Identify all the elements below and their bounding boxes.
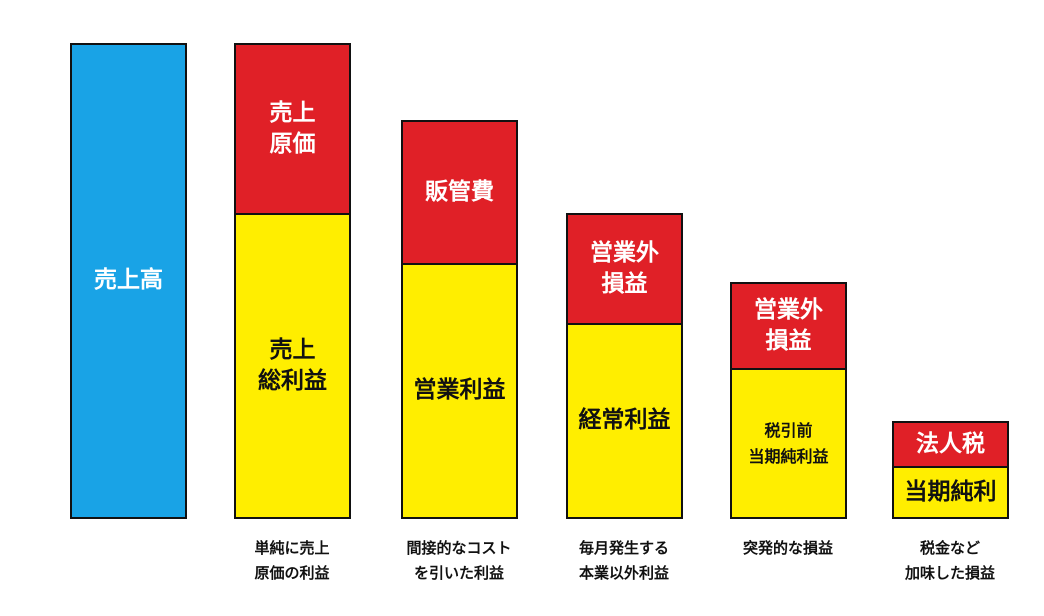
cost-of-sales-block: 売上 原価 bbox=[234, 43, 351, 215]
sga-label: 販管費 bbox=[425, 178, 494, 205]
net-profit-label: 当期純利 bbox=[904, 478, 997, 505]
non-operating-block-2: 営業外 損益 bbox=[730, 282, 847, 370]
operating-profit-block: 営業利益 bbox=[401, 263, 518, 519]
non-operating-block: 営業外 損益 bbox=[566, 213, 683, 325]
gross-profit-block: 売上 総利益 bbox=[234, 213, 351, 519]
operating-profit-label: 営業利益 bbox=[413, 377, 506, 404]
pretax-profit-caption: 突発的な損益 bbox=[742, 539, 833, 557]
revenue-block: 売上高 bbox=[70, 43, 187, 519]
pretax-profit-label: 税引前 当期純利益 bbox=[748, 420, 829, 466]
ordinary-profit-block: 経常利益 bbox=[566, 323, 683, 519]
gross-profit-caption: 単純に売上 原価の利益 bbox=[254, 539, 330, 582]
net-profit-caption: 税金など 加味した損益 bbox=[904, 539, 995, 582]
revenue-label: 売上高 bbox=[94, 267, 163, 294]
corporate-tax-label: 法人税 bbox=[916, 430, 985, 457]
pretax-profit-block: 税引前 当期純利益 bbox=[730, 368, 847, 519]
operating-profit-caption: 間接的なコスト を引いた利益 bbox=[406, 539, 512, 582]
net-profit-block: 当期純利 bbox=[892, 466, 1009, 519]
ordinary-profit-label: 経常利益 bbox=[578, 407, 671, 434]
non-operating-label: 営業外 損益 bbox=[590, 239, 659, 297]
ordinary-profit-caption: 毎月発生する 本業以外利益 bbox=[578, 539, 669, 582]
sga-block: 販管費 bbox=[401, 120, 518, 265]
gross-profit-label: 売上 総利益 bbox=[258, 336, 327, 394]
cost-of-sales-label: 売上 原価 bbox=[269, 99, 316, 157]
corporate-tax-block: 法人税 bbox=[892, 421, 1009, 468]
non-operating-label-2: 営業外 損益 bbox=[754, 296, 823, 354]
